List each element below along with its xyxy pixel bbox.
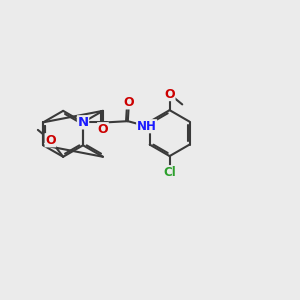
Text: O: O — [124, 96, 134, 109]
Text: N: N — [77, 116, 88, 129]
Text: Cl: Cl — [163, 166, 176, 179]
Text: O: O — [45, 134, 56, 147]
Text: O: O — [164, 88, 175, 100]
Text: NH: NH — [137, 120, 157, 133]
Text: O: O — [98, 123, 108, 136]
